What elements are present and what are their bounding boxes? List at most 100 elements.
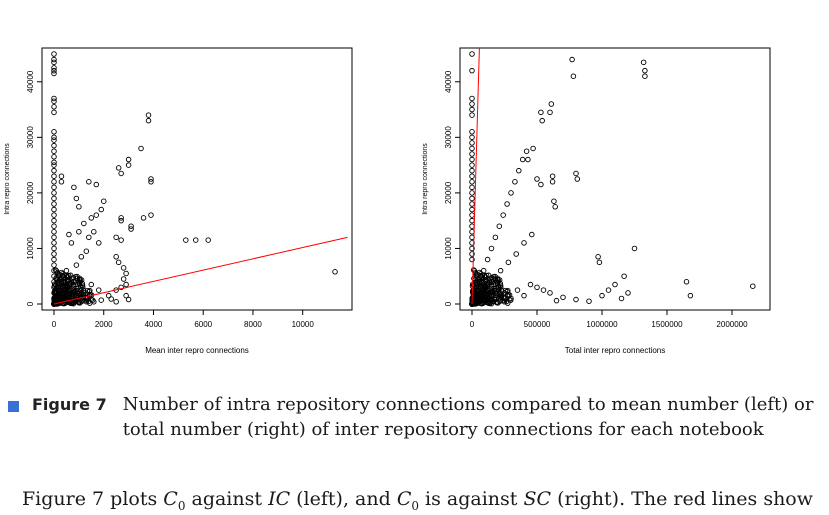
plot-area: 0 500000 1000000 1500000 2000000 0 10000 20000 3…: [422, 47, 771, 355]
data-point: [469, 251, 475, 257]
data-point: [51, 95, 57, 102]
data-point: [81, 220, 87, 227]
data-point: [491, 295, 498, 301]
data-point: [96, 287, 102, 293]
data-point: [73, 262, 80, 268]
data-point: [55, 273, 62, 279]
data-point: [51, 56, 57, 63]
data-point: [471, 268, 478, 274]
scatter-plot-left: 0 2000 4000 6000 8000 10000 0 10000 20000 30000 40…: [4, 47, 353, 355]
data-point: [569, 56, 575, 63]
y-tick-label: 20000: [444, 181, 453, 204]
data-point: [58, 173, 65, 179]
data-point: [477, 297, 484, 303]
symbol-sc: SC: [523, 488, 552, 510]
data-point: [490, 298, 497, 305]
data-point: [51, 245, 57, 252]
data-point: [519, 156, 526, 163]
data-point: [125, 156, 132, 163]
data-point: [469, 212, 475, 218]
body-paragraph: Figure 7 plots C0 against IC (left), and…: [22, 488, 813, 513]
x-axis-label: Total inter repro connections: [565, 346, 666, 355]
data-point: [51, 159, 57, 166]
data-point: [76, 229, 82, 235]
x-tick-label: 500000: [524, 320, 551, 329]
data-point: [504, 201, 510, 207]
data-point: [476, 290, 482, 297]
data-point: [148, 176, 154, 182]
symbol-c: C: [396, 488, 412, 510]
data-point: [469, 256, 475, 263]
data-point: [469, 179, 475, 185]
x-tick-label: 0: [52, 320, 57, 329]
data-point: [500, 212, 506, 218]
data-point: [145, 112, 152, 118]
data-point: [488, 245, 495, 252]
data-point: [51, 234, 57, 241]
data-point: [63, 267, 70, 274]
data-point: [61, 295, 67, 302]
body-text-4: is against: [419, 488, 524, 510]
data-point: [470, 267, 477, 273]
data-point: [486, 291, 492, 297]
data-point: [683, 279, 690, 285]
data-point: [68, 291, 74, 297]
data-point: [473, 273, 480, 279]
data-point: [120, 276, 127, 282]
data-point: [88, 215, 95, 221]
data-point: [51, 223, 57, 229]
data-point: [538, 109, 544, 116]
data-point: [128, 223, 134, 229]
dense-cluster: [469, 267, 514, 307]
data-point: [547, 290, 553, 296]
data-point: [113, 299, 119, 305]
data-point: [551, 198, 557, 204]
x-tick-label: 6000: [194, 320, 212, 329]
data-point: [118, 284, 124, 291]
x-axis-label: Mean inter repro connections: [145, 346, 249, 355]
data-point: [51, 212, 57, 218]
data-point: [548, 101, 555, 107]
caption-marker-icon: [8, 401, 19, 412]
data-point: [98, 206, 105, 213]
data-point: [86, 234, 92, 241]
data-point: [68, 240, 75, 246]
plot-frame: [459, 47, 771, 311]
data-point: [51, 154, 57, 160]
data-point: [51, 137, 57, 143]
data-point: [482, 282, 488, 289]
data-point: [76, 275, 83, 282]
data-point: [51, 67, 57, 74]
data-point: [88, 281, 95, 288]
data-point: [123, 292, 129, 299]
data-point: [479, 290, 485, 296]
data-point: [469, 206, 475, 213]
data-point: [498, 284, 504, 290]
x-tick-label: 4000: [145, 320, 163, 329]
data-point: [469, 145, 475, 152]
data-point: [69, 300, 76, 306]
data-point: [599, 292, 605, 299]
data-point: [118, 237, 124, 243]
data-point: [750, 283, 756, 289]
x-tick-label: 1000000: [586, 320, 618, 329]
data-point: [63, 272, 70, 279]
data-point: [469, 240, 475, 246]
data-point: [51, 148, 57, 154]
data-point: [98, 297, 105, 303]
data-point: [51, 179, 57, 185]
data-point: [513, 251, 519, 257]
data-point: [118, 217, 124, 224]
data-point: [71, 184, 77, 191]
data-point: [332, 269, 338, 275]
data-point: [595, 254, 601, 260]
data-point: [469, 190, 475, 196]
data-point: [469, 173, 475, 179]
data-point: [514, 287, 521, 293]
data-point: [469, 134, 475, 141]
data-point: [148, 179, 154, 185]
data-point: [51, 162, 57, 168]
data-point: [51, 104, 57, 110]
data-point: [64, 282, 70, 289]
data-point: [51, 173, 57, 179]
